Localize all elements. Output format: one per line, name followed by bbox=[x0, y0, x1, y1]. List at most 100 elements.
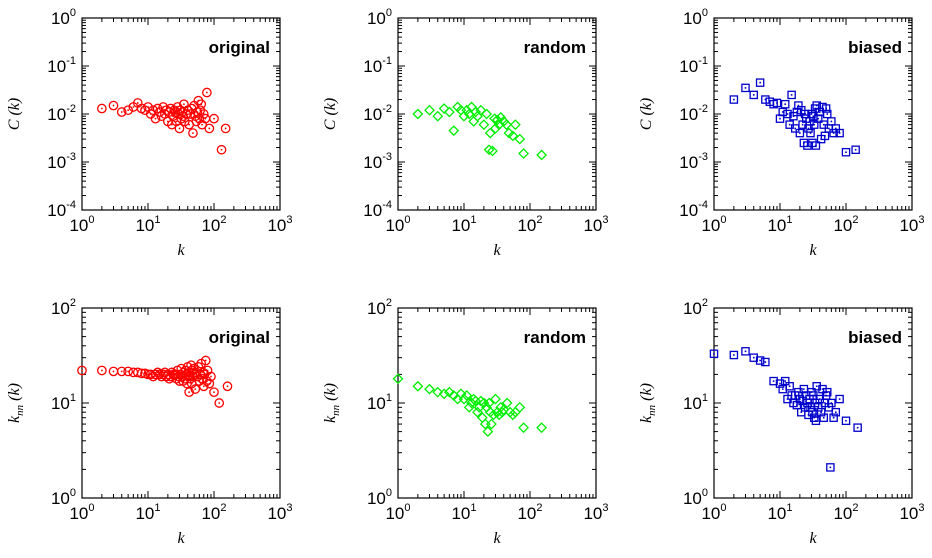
data-point-dot bbox=[744, 87, 747, 89]
data-point-dot bbox=[845, 419, 847, 422]
data-point-dot bbox=[818, 398, 821, 400]
panel-random-knn: 100 101 102 103 100 101 102 k knn (k) random bbox=[322, 297, 609, 547]
data-point bbox=[803, 141, 812, 150]
data-point-dot bbox=[154, 117, 157, 120]
data-point-dot bbox=[817, 406, 820, 409]
data-point bbox=[491, 114, 503, 126]
data-point-dot bbox=[156, 371, 159, 374]
data-point bbox=[77, 365, 87, 376]
data-point bbox=[489, 113, 500, 125]
data-point bbox=[811, 141, 821, 150]
data-point-dot bbox=[172, 373, 174, 376]
x-tick-label: 102 bbox=[201, 502, 226, 523]
data-point bbox=[478, 119, 490, 131]
data-point-dot bbox=[202, 385, 205, 388]
data-point-dot bbox=[759, 81, 761, 84]
data-point-dot bbox=[790, 94, 793, 96]
data-point-dot bbox=[772, 380, 775, 382]
data-point bbox=[132, 367, 143, 378]
data-point-dot bbox=[834, 411, 837, 414]
data-point bbox=[514, 133, 526, 145]
data-point-dot bbox=[178, 127, 181, 130]
data-point bbox=[755, 78, 765, 87]
data-point-dot bbox=[752, 356, 755, 359]
data-point-dot bbox=[100, 107, 103, 110]
y-axis-label: C (k) bbox=[6, 98, 23, 130]
x-axis-label: k bbox=[493, 530, 501, 547]
data-point-dot bbox=[764, 98, 767, 101]
y-tick-label: 10-1 bbox=[363, 55, 392, 76]
data-point bbox=[841, 416, 851, 426]
data-point-dot bbox=[733, 354, 735, 356]
data-point-dot bbox=[208, 382, 211, 385]
data-point-dot bbox=[820, 411, 822, 414]
data-point-dot bbox=[152, 375, 155, 378]
data-point-dot bbox=[815, 104, 818, 107]
data-point bbox=[484, 127, 496, 139]
data-point-dot bbox=[175, 120, 178, 123]
data-point-dot bbox=[856, 426, 859, 429]
data-point-dot bbox=[193, 104, 196, 107]
data-point-dot bbox=[213, 117, 215, 120]
data-point-dot bbox=[811, 411, 814, 414]
data-point bbox=[463, 401, 475, 413]
x-tick-label: 101 bbox=[451, 214, 476, 235]
x-axis-label: k bbox=[493, 242, 501, 259]
data-point-dot bbox=[801, 123, 804, 126]
data-point-dot bbox=[226, 385, 229, 388]
x-tick-label: 101 bbox=[135, 502, 160, 523]
data-series bbox=[709, 347, 862, 472]
data-point-dot bbox=[120, 111, 123, 113]
data-point-dot bbox=[170, 123, 173, 126]
data-point-dot bbox=[799, 132, 801, 134]
data-point-dot bbox=[813, 123, 816, 126]
data-point-dot bbox=[838, 132, 841, 134]
data-point-dot bbox=[817, 117, 820, 120]
data-point bbox=[222, 381, 233, 392]
data-point bbox=[461, 390, 473, 401]
data-point-dot bbox=[198, 117, 201, 120]
y-tick-label: 100 bbox=[51, 487, 76, 508]
data-point bbox=[472, 110, 483, 122]
x-tick-label: 101 bbox=[767, 214, 792, 235]
data-point-dot bbox=[830, 120, 833, 123]
data-point-dot bbox=[810, 113, 813, 115]
data-point bbox=[204, 123, 215, 134]
data-point-dot bbox=[192, 132, 194, 135]
y-tick-label: 102 bbox=[51, 297, 76, 318]
y-tick-label: 100 bbox=[367, 487, 392, 508]
data-point-dot bbox=[205, 91, 208, 94]
y-axis-label: knn (k) bbox=[638, 383, 658, 423]
data-point bbox=[490, 123, 501, 134]
data-point-dot bbox=[803, 388, 805, 390]
data-series bbox=[392, 373, 548, 438]
data-point-dot bbox=[120, 370, 123, 373]
data-point bbox=[196, 99, 207, 110]
data-point bbox=[97, 365, 107, 376]
data-point bbox=[448, 125, 460, 137]
data-point bbox=[452, 101, 464, 113]
data-point bbox=[475, 395, 487, 407]
x-tick-label: 103 bbox=[899, 214, 924, 235]
data-point bbox=[808, 407, 817, 417]
data-point bbox=[198, 109, 209, 119]
data-point-dot bbox=[127, 109, 130, 112]
data-point-dot bbox=[744, 350, 747, 353]
data-point bbox=[769, 376, 778, 386]
data-point bbox=[443, 386, 455, 398]
data-point bbox=[424, 104, 435, 116]
data-point-dot bbox=[132, 106, 135, 108]
data-point-dot bbox=[112, 370, 115, 373]
x-tick-label: 100 bbox=[701, 502, 726, 523]
panel-title: random bbox=[524, 38, 586, 57]
data-point-dot bbox=[804, 406, 806, 409]
data-point-dot bbox=[188, 123, 191, 126]
data-point bbox=[829, 413, 838, 422]
data-point bbox=[475, 104, 487, 116]
y-axis-ticks bbox=[82, 307, 280, 499]
panel-title: original bbox=[209, 38, 270, 57]
x-tick-label: 102 bbox=[833, 214, 858, 235]
data-point-dot bbox=[828, 127, 830, 130]
panel-title: biased bbox=[848, 38, 902, 57]
